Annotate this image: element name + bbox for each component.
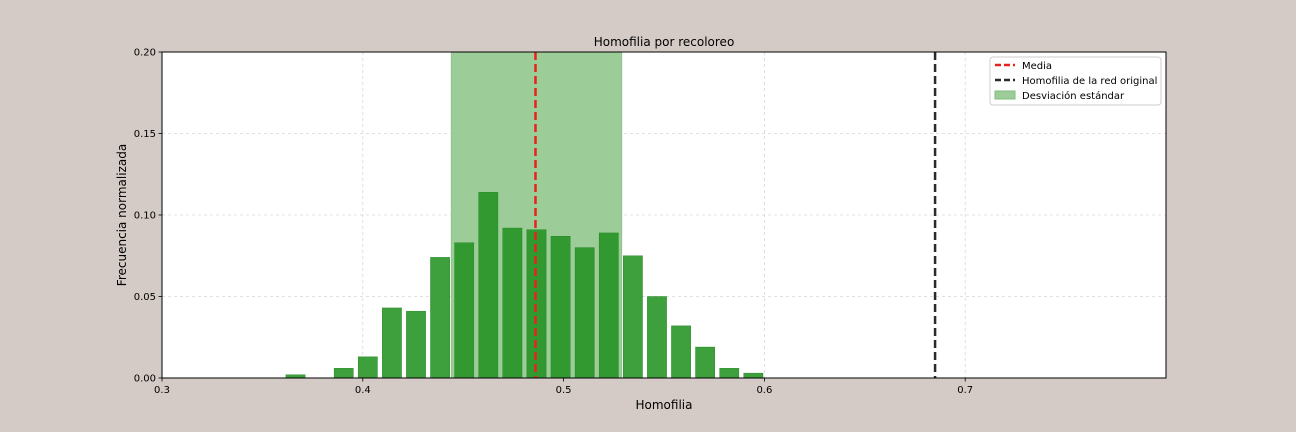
histogram-bar [574,247,595,379]
legend: Media Homofilia de la red original Desvi… [989,56,1162,106]
legend-std-swatch [994,90,1016,100]
histogram-bar [743,372,764,379]
histogram-bar [406,310,426,379]
x-tick-label: 0.5 [556,385,572,396]
x-tick-label: 0.3 [154,385,170,396]
histogram-bar [550,235,571,379]
y-tick-label: 0.20 [134,48,156,59]
legend-box [989,56,1162,106]
histogram-bar [357,356,378,379]
histogram-bar [478,191,499,379]
legend-std-label: Desviación estándar [1022,90,1125,102]
legend-mean-label: Media [1022,61,1052,72]
histogram-bar [695,346,716,379]
y-tick-label: 0.00 [134,374,156,385]
histogram-bar [454,242,475,379]
y-tick-label: 0.10 [134,211,156,222]
histogram-bar [502,227,523,379]
y-tick-label: 0.15 [134,129,156,140]
histogram-bar [598,232,619,379]
x-ticks: 0.3 0.4 0.5 0.6 0.7 [154,378,973,396]
y-ticks: 0.00 0.05 0.10 0.15 0.20 [134,48,162,385]
reference-lines [534,52,937,378]
x-tick-label: 0.4 [355,385,371,396]
histogram-bar [430,257,450,379]
x-tick-label: 0.7 [957,385,973,396]
chart-title: Homofilia por recoloreo [594,35,735,49]
x-tick-label: 0.6 [756,385,772,396]
histogram-bar [333,368,354,379]
histogram-bar [623,255,643,379]
histogram-bar [671,325,691,379]
histogram-bar [382,307,402,379]
legend-original-label: Homofilia de la red original [1022,76,1157,87]
y-tick-label: 0.05 [134,292,156,303]
y-axis-label: Frecuencia normalizada [115,144,129,286]
x-axis-label: Homofilia [636,398,693,412]
histogram-bar [647,296,667,379]
bars [285,191,764,379]
histogram-bar [719,368,740,379]
